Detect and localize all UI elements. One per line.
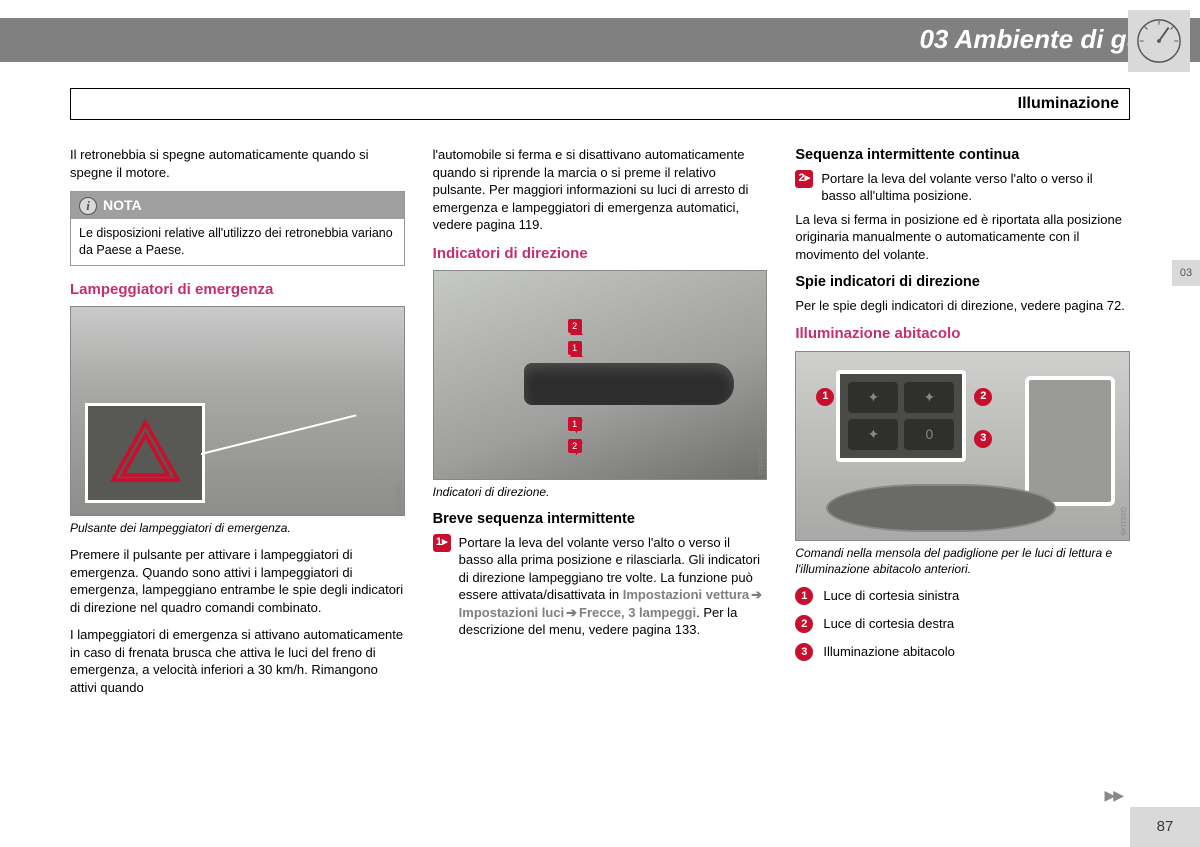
rearview-mirror	[826, 484, 1056, 532]
paragraph: I lampeggiatori di emergenza si attivano…	[70, 626, 405, 696]
info-icon: i	[79, 197, 97, 215]
heading-indicator-lights: Spie indicatori di direzione	[795, 273, 1130, 293]
step-row: 2▸ Portare la leva del volante verso l'a…	[795, 170, 1130, 205]
hazard-button-inset	[85, 403, 205, 503]
content-columns: Il retronebbia si spegne automaticamente…	[70, 146, 1130, 707]
column-2: l'automobile si ferma e si disattivano a…	[433, 146, 768, 707]
heading-hazard: Lampeggiatori di emergenza	[70, 280, 405, 300]
paragraph: Il retronebbia si spegne automaticamente…	[70, 146, 405, 181]
note-body: Le disposizioni relative all'utilizzo de…	[71, 219, 404, 265]
figure-hazard: G040752	[70, 306, 405, 516]
chapter-header: 03 Ambiente di guida	[0, 18, 1200, 62]
callout-badge: 2	[974, 388, 992, 406]
note-box: i NOTA Le disposizioni relative all'util…	[70, 191, 405, 266]
note-header: i NOTA	[71, 192, 404, 219]
menu-path: Impostazioni luci	[459, 605, 564, 620]
continue-icon: ▶▶	[1104, 786, 1122, 805]
stalk-graphic	[524, 363, 734, 405]
legend-item: 1 Luce di cortesia sinistra	[795, 587, 1130, 605]
legend-text: Illuminazione abitacolo	[823, 643, 955, 661]
heading-indicators: Indicatori di direzione	[433, 244, 768, 264]
overhead-console	[1025, 376, 1115, 506]
legend-badge: 3	[795, 643, 813, 661]
note-label: NOTA	[103, 196, 142, 215]
arrow-right-icon: ➔	[751, 586, 762, 604]
page-number: 87	[1130, 807, 1200, 847]
step-badge: 2▸	[795, 170, 813, 188]
callout-badge: 2	[568, 319, 582, 333]
column-1: Il retronebbia si spegne automaticamente…	[70, 146, 405, 707]
legend-item: 3 Illuminazione abitacolo	[795, 643, 1130, 661]
callout-badge: 1	[568, 341, 582, 355]
column-3: Sequenza intermittente continua 2▸ Porta…	[795, 146, 1130, 707]
callout-badge: 2	[568, 439, 582, 453]
overhead-panel: ✦✦ ✦0	[836, 370, 966, 462]
callout-badge: 1	[816, 388, 834, 406]
step-badge: 1▸	[433, 534, 451, 552]
heading-cabin-light: Illuminazione abitacolo	[795, 324, 1130, 344]
figure-caption: Comandi nella mensola del padiglione per…	[795, 545, 1130, 577]
callout-badge: 3	[974, 430, 992, 448]
figure-code: G031415	[755, 446, 764, 475]
figure-code: G021149	[1118, 507, 1127, 535]
legend-badge: 1	[795, 587, 813, 605]
arrow-right-icon: ➔	[566, 604, 577, 622]
figure-overhead: ✦✦ ✦0 1 2 3 G021149	[795, 351, 1130, 541]
menu-path: Impostazioni vettura	[623, 587, 749, 602]
menu-path: Frecce, 3 lampeggi	[579, 605, 696, 620]
legend-badge: 2	[795, 615, 813, 633]
step-row: 1▸ Portare la leva del volante verso l'a…	[433, 534, 768, 639]
paragraph: La leva si ferma in posizione ed è ripor…	[795, 211, 1130, 264]
paragraph: l'automobile si ferma e si disattivano a…	[433, 146, 768, 234]
heading-cont-seq: Sequenza intermittente continua	[795, 146, 1130, 166]
section-title: Illuminazione	[70, 88, 1130, 120]
figure-caption: Indicatori di direzione.	[433, 484, 768, 500]
paragraph: Per le spie degli indicatori di direzion…	[795, 297, 1130, 315]
legend-text: Luce di cortesia destra	[823, 615, 954, 633]
heading-short-seq: Breve sequenza intermittente	[433, 510, 768, 530]
legend-text: Luce di cortesia sinistra	[823, 587, 959, 605]
paragraph: Premere il pulsante per attivare i lampe…	[70, 546, 405, 616]
side-tab: 03	[1172, 260, 1200, 286]
step-text: Portare la leva del volante verso l'alto…	[459, 534, 768, 639]
step-text: Portare la leva del volante verso l'alto…	[821, 170, 1130, 205]
figure-caption: Pulsante dei lampeggiatori di emergenza.	[70, 520, 405, 536]
legend-list: 1 Luce di cortesia sinistra 2 Luce di co…	[795, 587, 1130, 661]
callout-badge: 1	[568, 417, 582, 431]
gauge-icon	[1128, 10, 1190, 72]
figure-code: G040752	[392, 482, 401, 511]
figure-stalk: ▲ ▲ ▼ ▼ 1 2 1 2 G031415	[433, 270, 768, 480]
legend-item: 2 Luce di cortesia destra	[795, 615, 1130, 633]
